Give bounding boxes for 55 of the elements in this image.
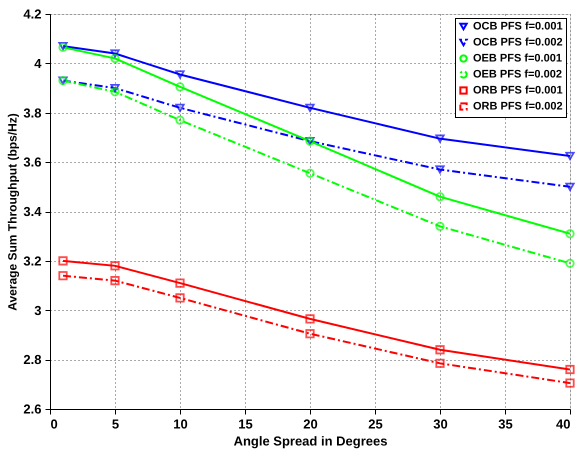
x-tick-label: 25 (368, 416, 383, 432)
legend-label: ORB PFS f=0.001 (473, 84, 563, 96)
point (305, 329, 315, 338)
legend-label: ORB PFS f=0.002 (473, 100, 563, 112)
x-tick-label: 15 (238, 416, 253, 432)
x-tick-label: 5 (112, 416, 120, 432)
y-tick-label: 3.8 (23, 105, 42, 120)
point (565, 258, 575, 268)
point (565, 378, 575, 388)
point (110, 84, 120, 92)
point (305, 314, 315, 324)
x-axis-title: Angle Spread in Degrees (234, 434, 388, 448)
point (435, 165, 445, 174)
point (58, 256, 68, 266)
x-tick-label: 10 (173, 416, 188, 432)
y-tick-label: 3.2 (23, 253, 42, 268)
x-tick-label: 0 (50, 416, 58, 432)
x-tick-label: 30 (433, 416, 448, 432)
x-tick-label: 40 (556, 416, 570, 432)
y-tick-label: 4 (34, 56, 42, 71)
point (110, 276, 120, 286)
y-tick-label: 3 (34, 302, 42, 318)
point (110, 87, 120, 96)
point (175, 70, 185, 79)
point (435, 134, 445, 143)
point (175, 116, 185, 125)
point (175, 293, 185, 303)
legend-label: OEB PFS f=0.001 (473, 52, 562, 64)
point (435, 222, 445, 231)
point (435, 345, 445, 354)
point (110, 54, 120, 64)
point (565, 152, 575, 160)
point (175, 278, 185, 288)
y-tick-label: 3.4 (23, 204, 42, 219)
y-tick-label: 2.6 (23, 402, 42, 416)
y-tick-label: 4.2 (23, 6, 42, 22)
point (175, 82, 185, 92)
point (175, 104, 185, 112)
point (435, 192, 445, 202)
x-tick-label: 20 (303, 416, 318, 432)
legend-label: OCB PFS f=0.002 (473, 36, 563, 48)
point (58, 271, 68, 280)
y-axis-title: Average Sum Throughput (bps/Hz) (5, 113, 20, 311)
legend-label: OCB PFS f=0.001 (473, 20, 563, 32)
point (565, 182, 575, 191)
x-tick-label: 35 (498, 416, 513, 432)
point (435, 358, 445, 368)
legend-label: OEB PFS f=0.002 (473, 68, 562, 80)
point (110, 49, 120, 58)
point (305, 104, 315, 112)
point (305, 168, 315, 178)
y-tick-label: 2.8 (23, 352, 42, 368)
point (110, 261, 120, 270)
point (565, 364, 575, 374)
y-tick-label: 3.6 (23, 154, 42, 170)
